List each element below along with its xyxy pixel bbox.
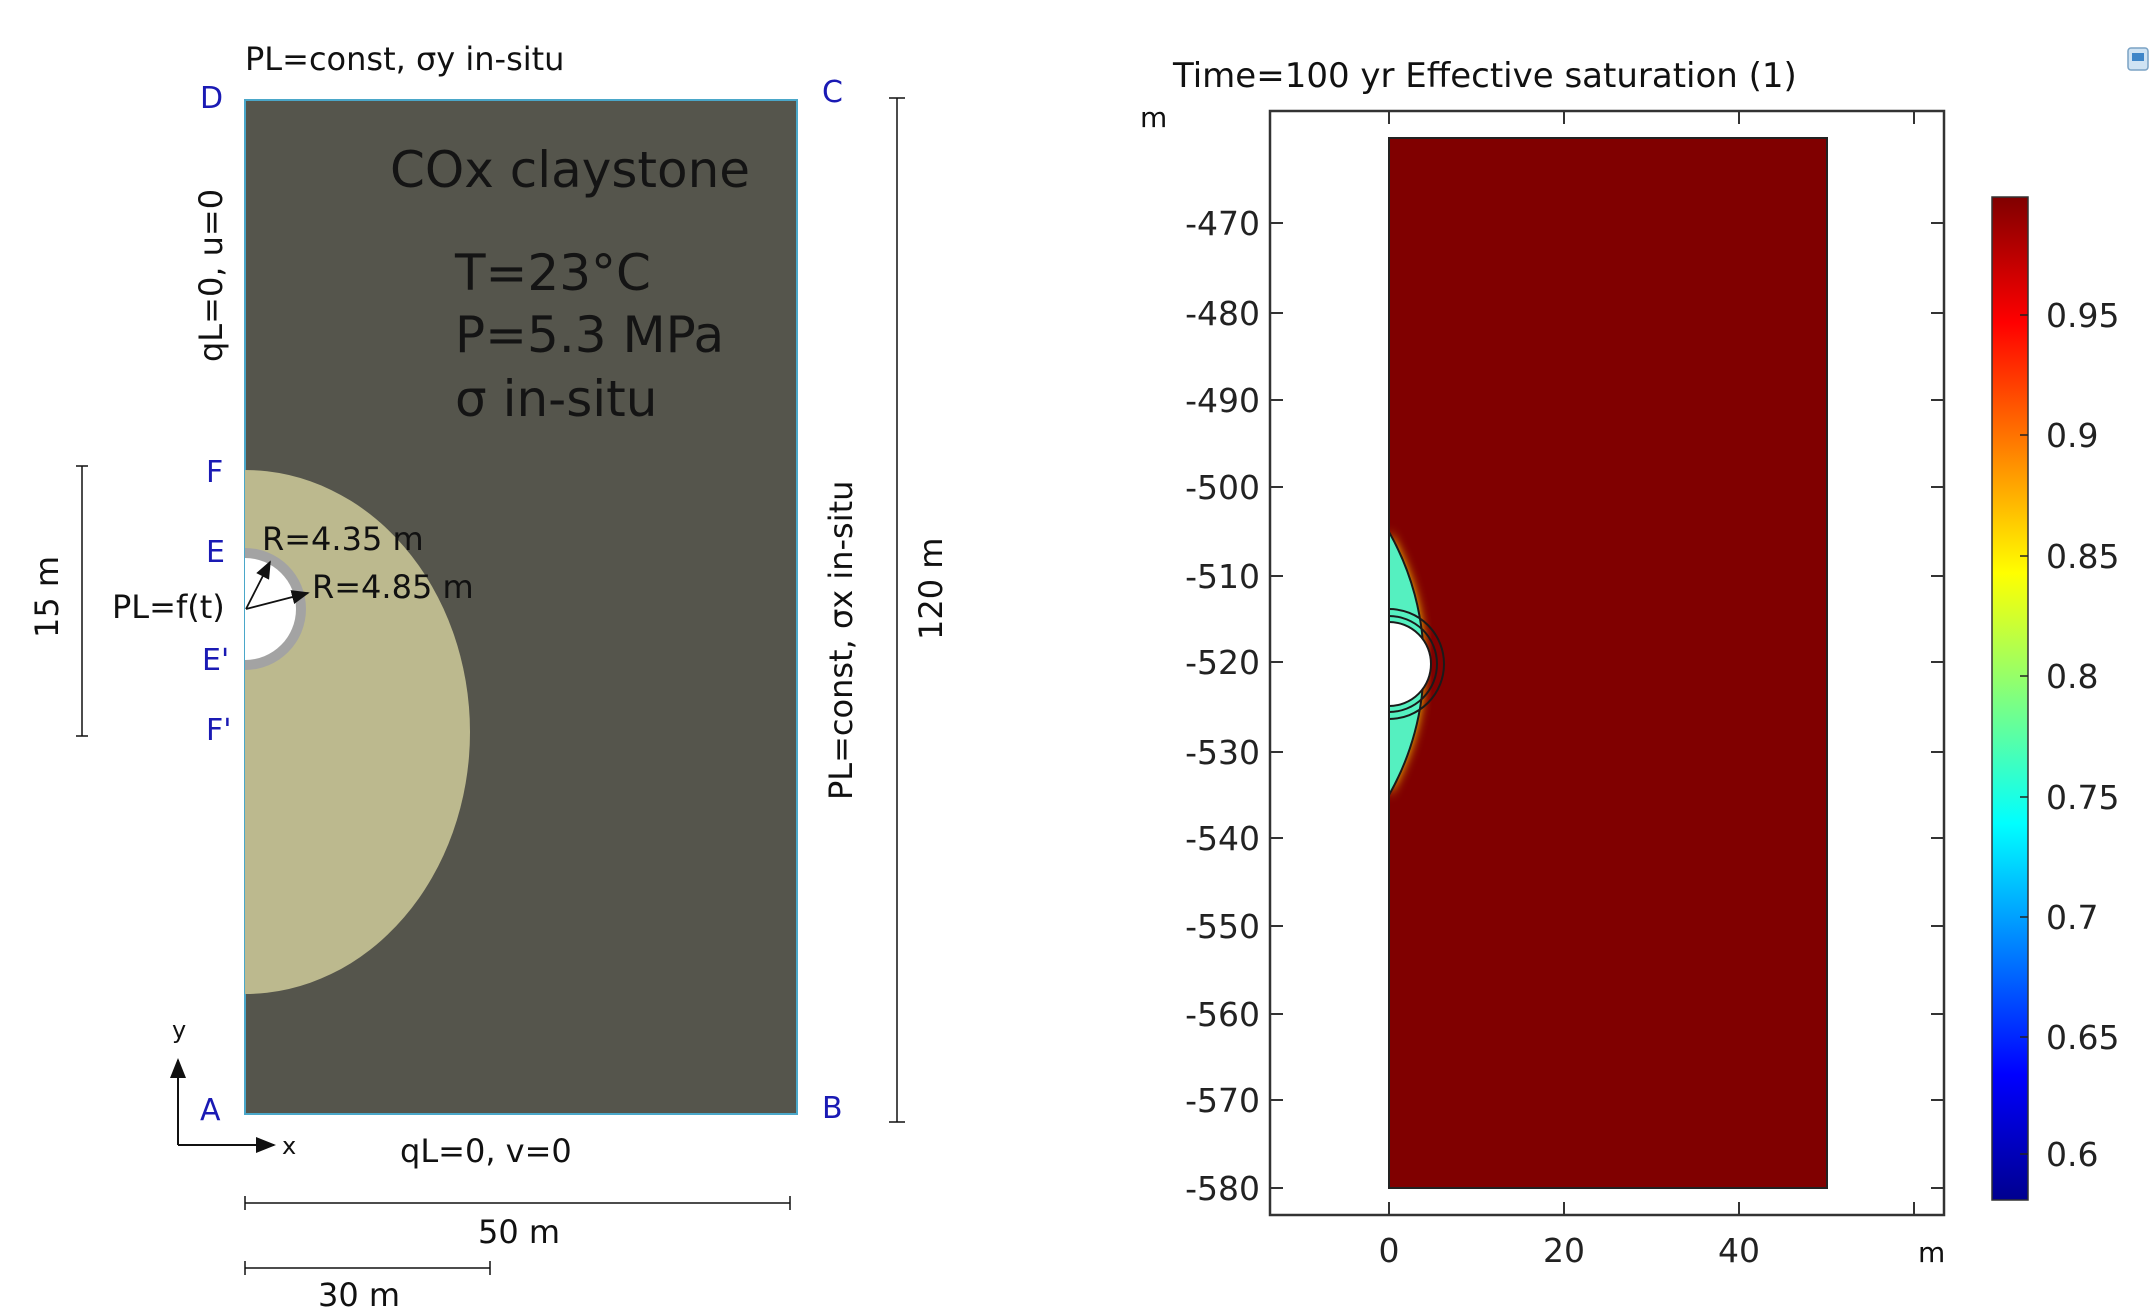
right-boundary-label: PL=const, σx in-situ — [822, 481, 860, 800]
x-axis-label: x — [282, 1132, 296, 1160]
window-icon[interactable] — [2127, 47, 2149, 71]
temperature-label: T=23°C — [454, 244, 651, 302]
edz-height-dimension-label: 15 m — [28, 556, 66, 638]
y-axis: -470 -480 -490 -500 -510 -520 -530 -540 … — [1185, 204, 1944, 1208]
corner-d-label: D — [200, 81, 223, 116]
x-tick-label: 20 — [1543, 1231, 1585, 1270]
y-tick-label: -480 — [1185, 294, 1260, 333]
corner-f-label: F — [206, 455, 223, 490]
domain-outline — [1388, 137, 1828, 1189]
left-boundary-label: qL=0, u=0 — [192, 189, 230, 362]
colorbar-tick-label: 0.85 — [2046, 537, 2119, 576]
colorbar-tick-label: 0.7 — [2046, 898, 2098, 937]
colorbar-tick-label: 0.75 — [2046, 778, 2119, 817]
y-tick-label: -530 — [1185, 733, 1260, 772]
saturation-plot: Time=100 yr Effective saturation (1) m m — [1140, 47, 2149, 1270]
inner-radius-arrow — [245, 560, 271, 610]
stress-label: σ in-situ — [455, 370, 657, 428]
corner-a-label: A — [200, 1093, 221, 1128]
corner-c-label: C — [822, 75, 843, 110]
saturated-zone — [1389, 138, 1827, 1188]
y-tick-label: -470 — [1185, 204, 1260, 243]
height-dimension-label: 120 m — [912, 538, 950, 640]
y-tick-label: -520 — [1185, 643, 1260, 682]
y-tick-label: -560 — [1185, 995, 1260, 1034]
saturation-field — [1389, 138, 1827, 1188]
tunnel-pressure-label: PL=f(t) — [112, 588, 225, 626]
pressure-label: P=5.3 MPa — [455, 306, 724, 364]
colorbar-tick-label: 0.6 — [2046, 1135, 2098, 1174]
y-tick-label: -490 — [1185, 381, 1260, 420]
model-diagram: PL=const, σy in-situ R=4.35 m R=4.85 m P… — [28, 40, 950, 1310]
y-tick-label: -510 — [1185, 557, 1260, 596]
colorbar: 0.95 0.9 0.85 0.8 0.75 0.7 0.65 0.6 — [1991, 196, 2119, 1201]
x-axis: 0 20 40 — [1379, 111, 1915, 1270]
y-tick-label: -540 — [1185, 819, 1260, 858]
x-unit-label: m — [1918, 1236, 1945, 1269]
inner-radius-label: R=4.35 m — [262, 520, 424, 558]
colorbar-tick-label: 0.95 — [2046, 296, 2119, 335]
edz-width-dimension-label: 30 m — [318, 1276, 400, 1310]
corner-b-label: B — [822, 1091, 843, 1126]
plot-title: Time=100 yr Effective saturation (1) — [1172, 56, 1797, 96]
y-tick-label: -580 — [1185, 1169, 1260, 1208]
outer-radius-arrow — [245, 590, 310, 610]
colorbar-tick-label: 0.9 — [2046, 416, 2098, 455]
corner-e-prime-label: E' — [202, 643, 229, 678]
width-dimension-label: 50 m — [478, 1213, 560, 1251]
x-tick-label: 40 — [1718, 1231, 1760, 1270]
bottom-boundary-label: qL=0, v=0 — [400, 1132, 572, 1170]
tunnel-cavity — [1389, 621, 1432, 707]
colorbar-tick-label: 0.65 — [2046, 1018, 2119, 1057]
colorbar-tick-label: 0.8 — [2046, 657, 2098, 696]
top-boundary-label: PL=const, σy in-situ — [245, 40, 564, 78]
x-tick-label: 0 — [1379, 1231, 1400, 1270]
tunnel-opening — [245, 558, 296, 660]
corner-e-label: E — [206, 535, 225, 570]
y-tick-label: -570 — [1185, 1081, 1260, 1120]
y-tick-label: -550 — [1185, 907, 1260, 946]
y-tick-label: -500 — [1185, 468, 1260, 507]
y-axis-label: y — [172, 1016, 186, 1044]
y-unit-label: m — [1140, 101, 1167, 134]
corner-f-prime-label: F' — [206, 713, 232, 748]
material-label: COx claystone — [390, 141, 750, 199]
colorbar-gradient — [1991, 196, 2029, 1201]
outer-radius-label: R=4.85 m — [312, 568, 474, 606]
